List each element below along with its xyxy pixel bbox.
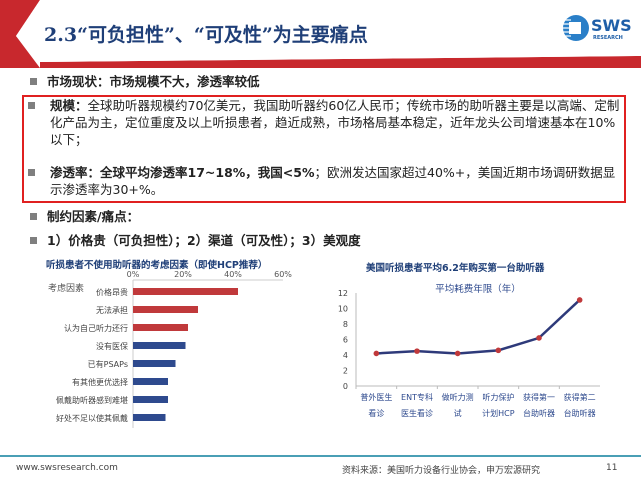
bar xyxy=(133,396,168,403)
category-label: 没有医保 xyxy=(96,341,128,351)
x-tick-label: 20% xyxy=(174,270,192,279)
bar xyxy=(133,360,176,367)
bar xyxy=(133,324,188,331)
x-tick-label: 40% xyxy=(224,270,242,279)
data-point xyxy=(536,335,542,341)
category-label: 已有PSAPs xyxy=(88,359,128,369)
y-tick-label: 12 xyxy=(338,289,348,298)
page-title: 2.3“可负担性”、“可及性”为主要痛点 xyxy=(44,24,368,46)
y-tick-label: 2 xyxy=(343,367,348,376)
bar xyxy=(133,288,238,295)
logo-icon xyxy=(563,15,589,41)
bullet-market-status: 市场现状：市场规模不大，渗透率较低 xyxy=(30,73,260,90)
x-tick-label: 60% xyxy=(274,270,292,279)
x-tick-label: 听力保护 xyxy=(482,392,514,402)
footer-source: 资料来源：美国听力设备行业协会，申万宏源研究 xyxy=(342,466,541,476)
data-point xyxy=(576,297,583,303)
bullet-scale: 规模：全球助听器规模约70亿美元，我国助听器约60亿人民币；传统市场的助听器主要… xyxy=(28,97,620,148)
bar xyxy=(133,342,186,349)
y-tick-label: 6 xyxy=(343,336,348,345)
x-tick-label: 试 xyxy=(454,408,462,418)
data-point xyxy=(454,350,461,357)
data-point xyxy=(373,350,380,357)
footer-url[interactable]: www.swsresearch.com xyxy=(16,463,118,473)
y-tick-label: 10 xyxy=(338,305,348,314)
x-tick-label: ENT专科 xyxy=(401,392,433,402)
x-tick-label: 普外医生 xyxy=(360,392,392,402)
x-tick-label: 计划HCP xyxy=(482,408,515,418)
bullet-constraints: 制约因素/痛点： xyxy=(30,208,139,225)
series-line xyxy=(376,299,581,355)
header-banner xyxy=(0,0,641,68)
category-label: 好处不足以使其佩戴 xyxy=(56,413,128,423)
sws-logo: SWS RESEARCH xyxy=(562,14,632,44)
y-axis-label: 考虑因素 xyxy=(48,282,84,294)
footer-divider xyxy=(0,455,641,457)
bar xyxy=(133,414,166,421)
line-chart-title: 美国听损患者平均6.2年购买第一台助听器 xyxy=(366,263,545,274)
category-label: 有其他更优选择 xyxy=(72,377,128,387)
x-tick-label: 做听力测 xyxy=(442,392,474,402)
series-label: 平均耗费年限（年） xyxy=(435,283,521,295)
highlight-box xyxy=(22,95,626,203)
bar-chart-title: 听损患者不使用助听器的考虑因素（即使HCP推荐） xyxy=(46,260,268,271)
x-tick-label: 医生看诊 xyxy=(401,408,433,418)
y-tick-label: 0 xyxy=(343,382,348,391)
x-tick-label: 台助听器 xyxy=(564,408,596,418)
y-tick-label: 8 xyxy=(343,320,348,329)
x-tick-label: 看诊 xyxy=(368,408,384,418)
x-tick-label: 获得第一 xyxy=(523,392,555,402)
category-label: 无法承担 xyxy=(96,305,128,315)
x-tick-label: 获得第二 xyxy=(564,392,596,402)
bar-chart: 0% 20% 40% 60% 考虑因素 价格昂贵无法承担认为自己听力还行没有医保已有PSA… xyxy=(48,270,292,428)
bar xyxy=(133,378,168,385)
data-point xyxy=(414,348,420,354)
category-label: 佩戴助听器感到难堪 xyxy=(56,395,128,405)
page-number: 11 xyxy=(606,463,618,473)
bar xyxy=(133,306,198,313)
x-tick-label: 台助听器 xyxy=(523,408,555,418)
bullet-pain-points: 1）价格贵（可负担性）；2）渠道（可及性）；3）美观度 xyxy=(30,232,361,249)
category-label: 价格昂贵 xyxy=(96,287,128,297)
y-tick-label: 4 xyxy=(343,351,348,360)
category-label: 认为自己听力还行 xyxy=(64,323,128,333)
bullet-penetration: 渗透率：全球平均渗透率17~18%，我国<5%；欧洲发达国家超过40%+，美国近… xyxy=(28,164,620,198)
x-tick-label: 0% xyxy=(127,270,140,279)
data-point xyxy=(495,347,502,354)
